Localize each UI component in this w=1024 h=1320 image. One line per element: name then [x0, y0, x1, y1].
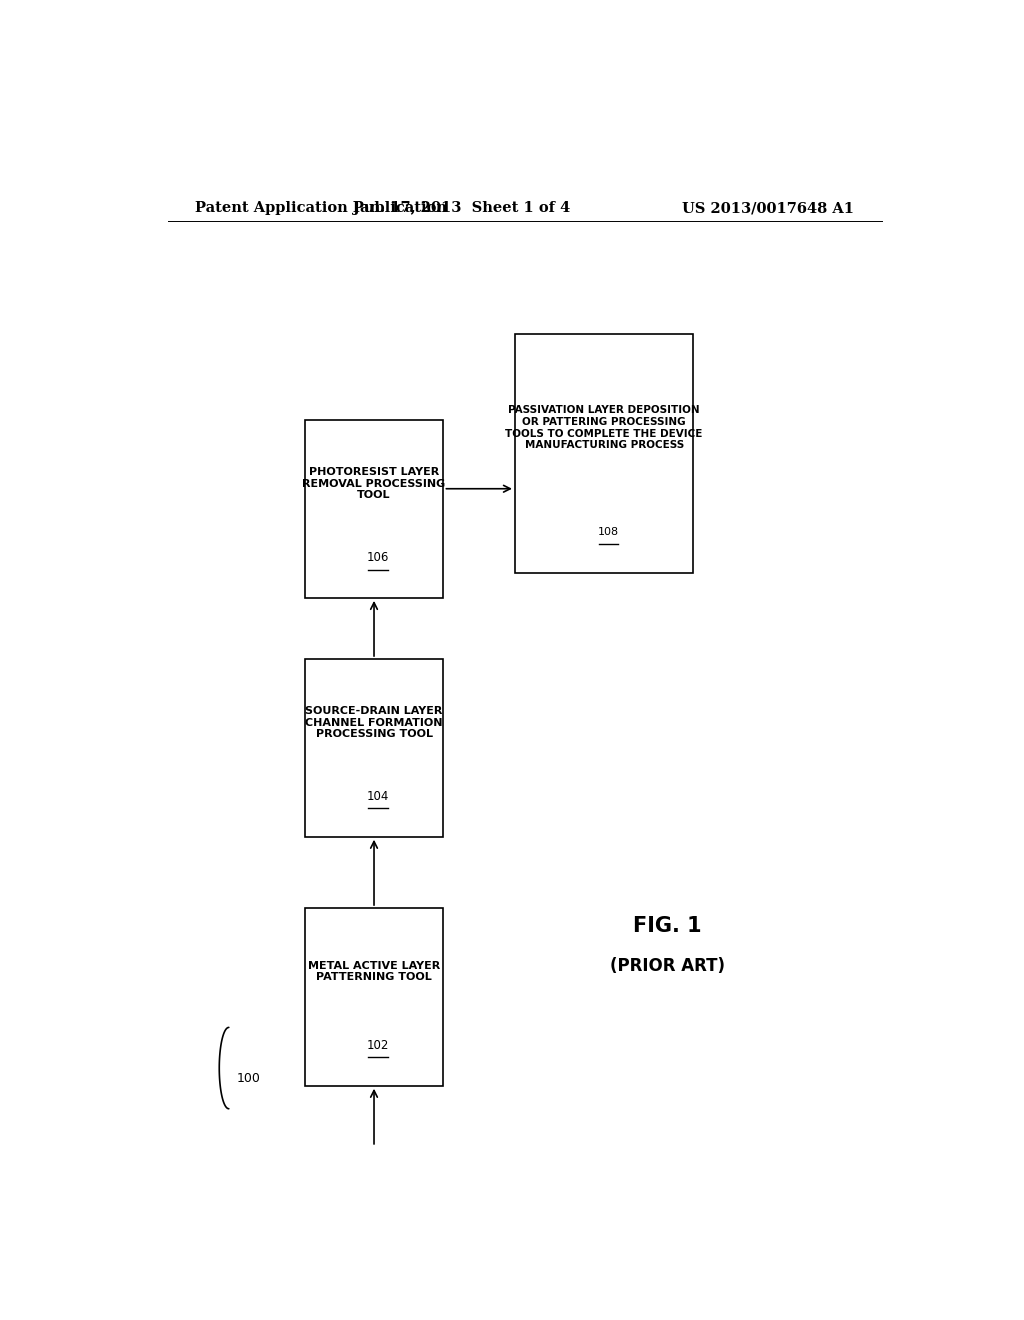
Text: SOURCE-DRAIN LAYER
CHANNEL FORMATION
PROCESSING TOOL: SOURCE-DRAIN LAYER CHANNEL FORMATION PRO… — [305, 706, 442, 739]
Bar — [515, 334, 693, 573]
Text: Patent Application Publication: Patent Application Publication — [196, 201, 447, 215]
Text: PHOTORESIST LAYER
REMOVAL PROCESSING
TOOL: PHOTORESIST LAYER REMOVAL PROCESSING TOO… — [302, 467, 445, 500]
Text: PASSIVATION LAYER DEPOSITION
OR PATTERING PROCESSING
TOOLS TO COMPLETE THE DEVIC: PASSIVATION LAYER DEPOSITION OR PATTERIN… — [506, 405, 702, 450]
Text: Jan. 17, 2013  Sheet 1 of 4: Jan. 17, 2013 Sheet 1 of 4 — [352, 201, 570, 215]
Bar — [304, 659, 443, 837]
Text: METAL ACTIVE LAYER
PATTERNING TOOL: METAL ACTIVE LAYER PATTERNING TOOL — [308, 961, 440, 982]
Text: 108: 108 — [598, 527, 618, 537]
Text: (PRIOR ART): (PRIOR ART) — [610, 957, 725, 975]
Text: 100: 100 — [237, 1072, 260, 1085]
Text: 104: 104 — [367, 789, 389, 803]
Text: US 2013/0017648 A1: US 2013/0017648 A1 — [682, 201, 854, 215]
Text: FIG. 1: FIG. 1 — [633, 916, 702, 936]
Text: 106: 106 — [367, 550, 389, 564]
Bar — [304, 420, 443, 598]
Bar — [304, 908, 443, 1086]
Text: 102: 102 — [367, 1039, 389, 1052]
